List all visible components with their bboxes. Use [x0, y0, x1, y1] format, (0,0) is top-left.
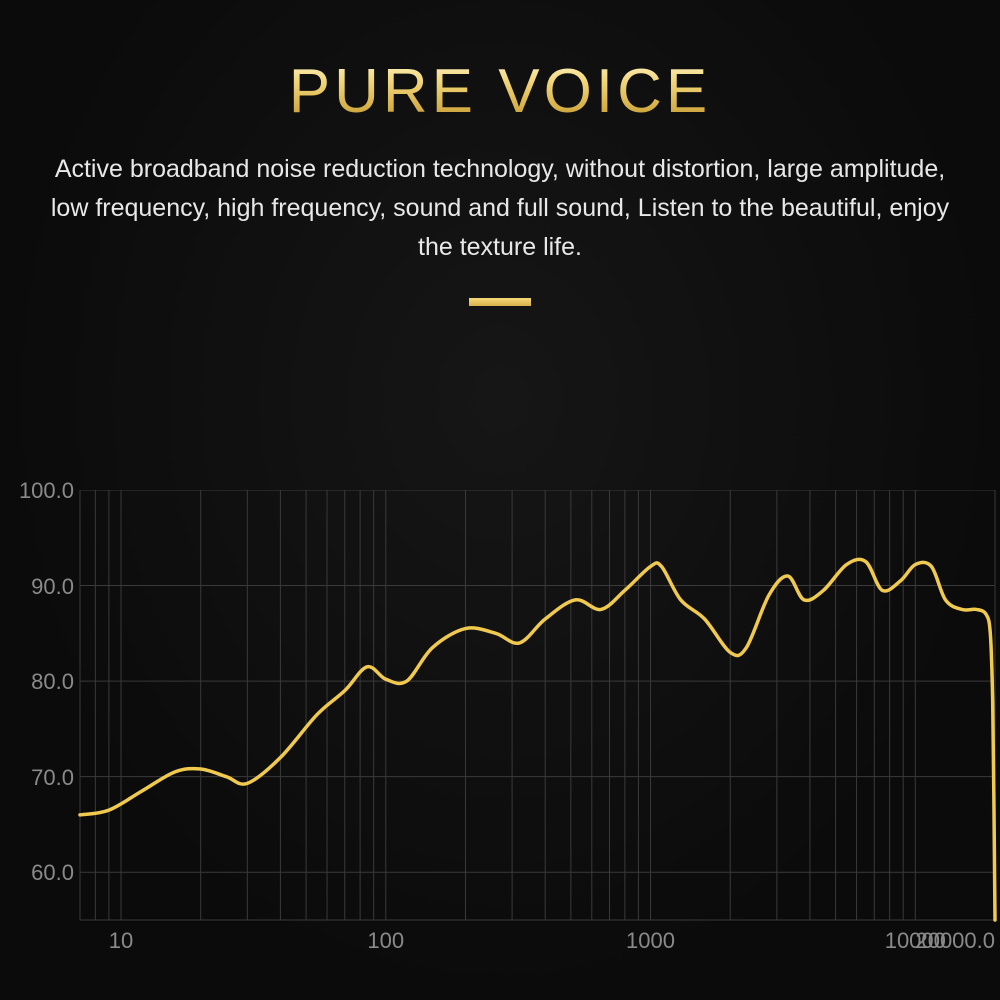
- y-tick-label: 60.0: [4, 860, 74, 886]
- y-tick-label: 80.0: [4, 669, 74, 695]
- x-tick-label: 10: [109, 928, 133, 954]
- chart-svg: [0, 490, 1000, 1000]
- chart-grid: [80, 490, 995, 920]
- description-text: Active broadband noise reduction technol…: [50, 150, 950, 266]
- y-tick-label: 90.0: [4, 574, 74, 600]
- x-tick-label: 20000.0: [915, 928, 995, 954]
- y-tick-label: 70.0: [4, 765, 74, 791]
- x-tick-label: 100: [367, 928, 404, 954]
- infographic-page: PURE VOICE Active broadband noise reduct…: [0, 0, 1000, 1000]
- response-curve: [80, 559, 995, 920]
- frequency-response-chart: 60.070.080.090.0100.0 101001000100002000…: [0, 490, 1000, 1000]
- x-tick-label: 1000: [626, 928, 675, 954]
- y-tick-label: 100.0: [4, 478, 74, 504]
- page-title: PURE VOICE: [0, 56, 1000, 127]
- accent-divider: [469, 298, 531, 306]
